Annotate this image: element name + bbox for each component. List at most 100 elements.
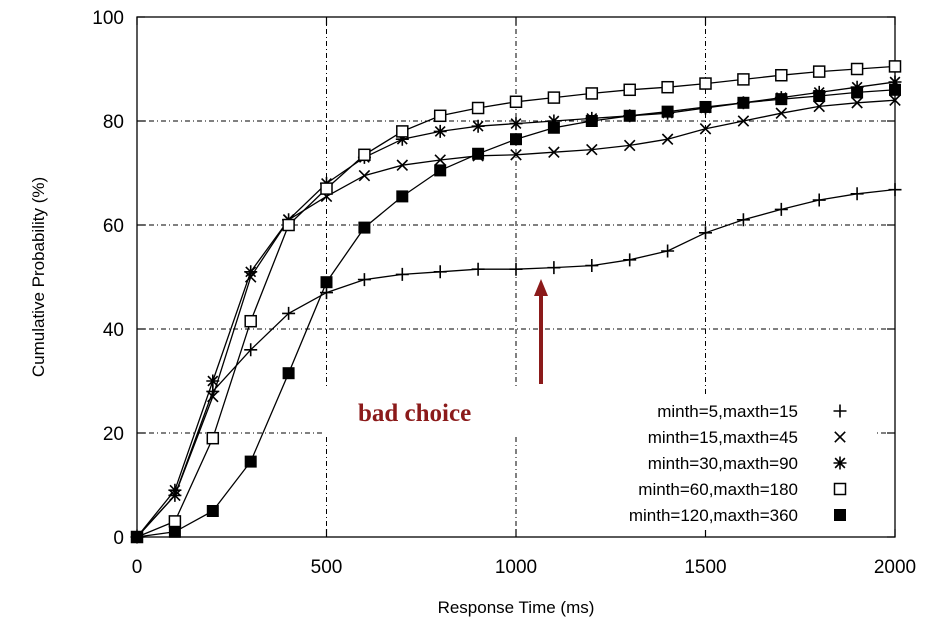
data-point <box>433 124 447 138</box>
data-point <box>434 164 447 177</box>
data-point <box>736 213 750 227</box>
data-point <box>396 125 409 138</box>
data-point <box>396 159 409 171</box>
y-tick-label: 60 <box>103 216 124 237</box>
data-point <box>888 183 902 197</box>
data-point <box>358 148 371 162</box>
y-tick-label: 20 <box>103 424 124 445</box>
data-point <box>509 95 523 109</box>
data-point <box>851 97 863 109</box>
data-point <box>358 169 371 182</box>
data-point <box>850 187 864 201</box>
legend-label: minth=30,maxth=90 <box>648 454 798 473</box>
data-point <box>775 68 788 82</box>
data-point <box>547 121 560 134</box>
data-point <box>623 109 636 122</box>
annotation-bad-choice: bad choice <box>322 279 548 436</box>
data-point <box>434 154 446 166</box>
legend-marker <box>833 482 847 496</box>
data-point <box>737 96 750 109</box>
data-point <box>206 431 220 445</box>
data-point <box>282 218 295 232</box>
data-point <box>510 133 522 146</box>
y-tick-label: 0 <box>113 528 124 549</box>
data-point <box>585 115 598 127</box>
data-point <box>547 91 561 104</box>
legend-marker <box>833 404 847 418</box>
legend-label: minth=15,maxth=45 <box>648 428 798 447</box>
x-tick-label: 2000 <box>874 557 916 578</box>
data-point <box>547 114 561 128</box>
data-point <box>433 265 447 279</box>
data-point <box>699 77 712 90</box>
data-point <box>320 182 333 195</box>
data-point <box>358 221 371 234</box>
data-point <box>510 149 522 161</box>
data-point <box>889 83 901 96</box>
annotation-text: bad choice <box>358 400 471 427</box>
data-point <box>244 265 258 279</box>
data-point <box>547 261 561 275</box>
x-tick-label: 1000 <box>495 557 537 578</box>
data-point <box>586 143 598 156</box>
legend-background <box>520 396 875 530</box>
data-point <box>661 133 674 145</box>
data-point <box>472 147 485 160</box>
axes: 0 500 1000 1500 2000 0 20 40 60 80 100 <box>92 8 916 578</box>
data-point <box>471 101 485 115</box>
data-point <box>775 107 788 119</box>
data-point <box>813 90 826 103</box>
data-point <box>888 60 902 73</box>
x-axis-label: Response Time (ms) <box>438 598 595 617</box>
data-point <box>851 86 864 99</box>
legend-label: minth=120,maxth=360 <box>629 506 798 525</box>
data-point <box>282 367 295 380</box>
data-point <box>585 87 599 100</box>
data-point <box>282 306 296 320</box>
data-point <box>889 94 901 106</box>
x-tick-label: 1500 <box>684 557 726 578</box>
legend-marker <box>834 509 846 521</box>
legend-label: minth=60,maxth=180 <box>638 480 798 499</box>
y-tick-label: 100 <box>92 8 124 29</box>
data-point <box>471 119 485 133</box>
data-point <box>433 109 447 123</box>
data-point <box>168 515 182 528</box>
data-point <box>585 259 599 273</box>
data-point <box>737 115 750 127</box>
legend: minth=5,maxth=15 minth=15,maxth=45 minth=3… <box>520 396 875 530</box>
data-point <box>320 276 333 289</box>
data-point <box>661 80 674 94</box>
annotation-arrow-head <box>534 279 548 296</box>
data-point <box>699 123 712 135</box>
data-point <box>623 83 636 97</box>
data-point <box>395 132 409 146</box>
data-point <box>244 314 257 328</box>
data-point <box>661 105 674 118</box>
legend-marker <box>834 431 846 443</box>
series-square-filled <box>131 83 901 543</box>
data-point <box>623 139 636 152</box>
data-point <box>207 390 219 403</box>
data-point <box>775 93 788 106</box>
data-point <box>244 455 257 468</box>
x-tick-label: 500 <box>311 557 343 578</box>
data-point <box>548 146 560 158</box>
data-point <box>206 374 220 388</box>
data-point <box>509 117 523 131</box>
data-point <box>168 525 181 538</box>
data-point <box>471 262 485 276</box>
data-point <box>661 244 675 258</box>
data-point <box>850 62 864 76</box>
data-point <box>206 505 219 517</box>
data-point <box>812 65 826 78</box>
data-point <box>623 253 637 267</box>
data-point <box>168 483 182 497</box>
data-point <box>396 190 409 203</box>
data-point <box>244 343 258 357</box>
data-point <box>699 226 712 240</box>
data-point <box>774 202 788 216</box>
legend-label: minth=5,maxth=15 <box>657 402 798 421</box>
data-point <box>357 273 371 287</box>
